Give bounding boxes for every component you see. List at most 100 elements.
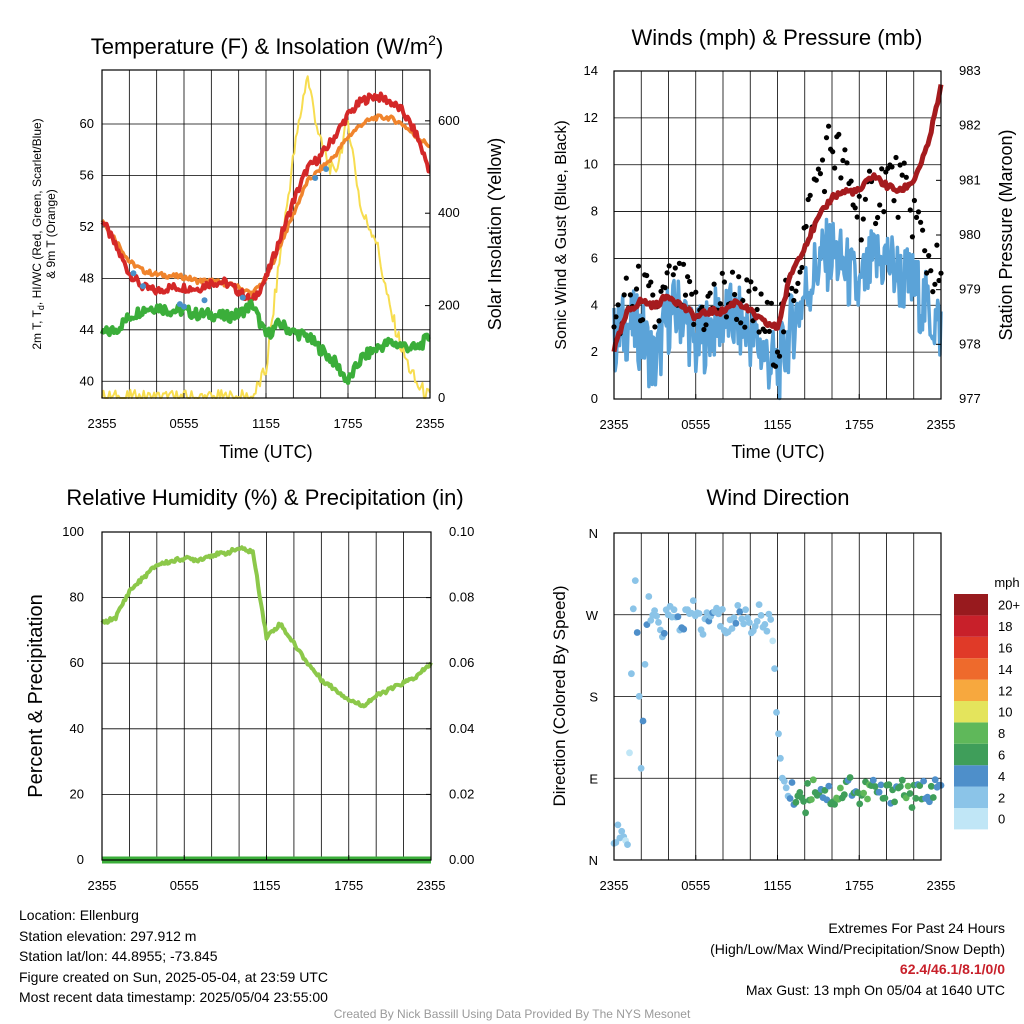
- direction-point: [732, 619, 740, 627]
- direction-point: [809, 776, 817, 784]
- station-latlon: Station lat/lon: 44.8955; -73.845: [19, 948, 218, 964]
- direction-point: [777, 754, 784, 762]
- gust-point: [832, 165, 838, 171]
- recent-timestamp: Most recent data timestamp: 2025/05/04 2…: [19, 989, 328, 1005]
- y-tick-label: 20: [70, 786, 84, 801]
- direction-point: [825, 782, 833, 790]
- direction-point: [715, 610, 722, 618]
- gust-point: [918, 219, 924, 225]
- gust-point: [721, 279, 728, 285]
- direction-point: [871, 783, 879, 790]
- gust-point: [613, 314, 619, 320]
- gust-point: [815, 166, 822, 172]
- y-tick-label: 60: [80, 116, 94, 131]
- direction-series: [610, 577, 945, 848]
- direction-point: [927, 782, 935, 790]
- direction-point: [929, 794, 937, 801]
- direction-point: [734, 602, 742, 609]
- direction-point: [864, 795, 871, 803]
- colorbar-label: 8: [998, 726, 1005, 741]
- gust-point: [623, 275, 629, 281]
- gust-point: [754, 306, 760, 313]
- gust-point: [897, 162, 903, 168]
- direction-point: [635, 692, 643, 700]
- gust-point: [836, 131, 842, 137]
- extremes-values: 62.4/46.1/8.1/0/0: [899, 961, 1005, 977]
- gust-point: [860, 216, 866, 222]
- direction-point: [881, 794, 889, 802]
- x-tick-label: 2355: [927, 417, 956, 432]
- colorbar-swatch: [954, 808, 988, 830]
- gust-point: [924, 270, 930, 276]
- y2-tick-label: 0.06: [449, 655, 474, 670]
- gust-point: [934, 242, 940, 248]
- humidity-panel: Relative Humidity (%) & Precipitation (i…: [25, 485, 474, 893]
- colorbar-swatch: [954, 636, 988, 659]
- y-tick-label: 4: [591, 297, 598, 312]
- temperature-series: [99, 75, 431, 399]
- direction-point: [651, 607, 658, 615]
- direction-point: [629, 605, 637, 613]
- gust-point: [635, 263, 642, 269]
- gust-point: [903, 174, 909, 180]
- y-tick-label: 8: [591, 204, 598, 219]
- direction-point: [755, 601, 763, 608]
- gust-point: [640, 317, 646, 323]
- y2-tick-label: 980: [959, 227, 981, 242]
- gust-point: [762, 328, 768, 334]
- gust-point: [676, 260, 683, 266]
- gust-point: [821, 188, 828, 195]
- direction-point: [689, 597, 697, 604]
- gust-point: [856, 193, 862, 199]
- direction-point: [674, 613, 682, 621]
- colorbar-label: 20+: [998, 598, 1020, 613]
- gust-point: [744, 277, 750, 283]
- series-line-1: [99, 299, 431, 386]
- y-tick-label: E: [589, 771, 598, 786]
- gust-point: [680, 261, 687, 267]
- y2-tick-label: 981: [959, 172, 981, 187]
- gust-point: [807, 192, 813, 198]
- gust-point: [842, 147, 848, 153]
- gust-point: [793, 288, 799, 294]
- insolation-ylabel: Solar Insolation (Yellow): [485, 138, 505, 330]
- direction-point: [885, 781, 893, 789]
- direction-point: [906, 790, 914, 797]
- direction-point: [860, 789, 867, 797]
- gust-point: [672, 265, 678, 271]
- y-tick-label: 60: [70, 655, 84, 670]
- colorbar-swatch: [954, 658, 988, 680]
- y-tick-label: 40: [80, 373, 94, 388]
- gust-point: [881, 209, 887, 215]
- direction-point: [792, 798, 800, 806]
- gust-point: [922, 248, 928, 254]
- gust-point: [717, 301, 723, 307]
- direction-point: [840, 791, 848, 799]
- gust-point: [823, 135, 830, 141]
- figure-created: Figure created on Sun, 2025-05-04, at 23…: [19, 968, 328, 985]
- x-tick-label: 1155: [764, 878, 792, 893]
- direction-point: [856, 800, 864, 808]
- y-tick-label: 0: [77, 852, 84, 867]
- y2-tick-label: 0: [438, 390, 445, 405]
- y2-tick-label: 0.08: [449, 590, 474, 605]
- y2-tick-label: 0.04: [449, 721, 474, 736]
- gust-point: [899, 172, 905, 178]
- direction-point: [628, 670, 635, 678]
- colorbar-label: 6: [998, 748, 1005, 763]
- gust-point: [891, 198, 897, 204]
- temperature-ticks: 2355 0555 1155 1755 235540444852566002004006…: [80, 113, 460, 431]
- gust-point: [748, 279, 754, 285]
- gust-point: [803, 223, 809, 230]
- colorbar-label: 14: [998, 662, 1012, 677]
- colorbar-label: 0: [998, 812, 1005, 827]
- direction-point: [713, 604, 720, 612]
- gust-point: [826, 123, 832, 129]
- gust-point: [664, 270, 670, 276]
- y2-tick-label: 0.10: [449, 524, 474, 539]
- gust-point: [746, 288, 752, 294]
- winds-ylabel: Sonic Wind & Gust (Blue, Black): [553, 120, 570, 349]
- colorbar-swatch: [954, 743, 988, 766]
- colorbar-label: 16: [998, 641, 1012, 656]
- gust-point: [691, 321, 697, 327]
